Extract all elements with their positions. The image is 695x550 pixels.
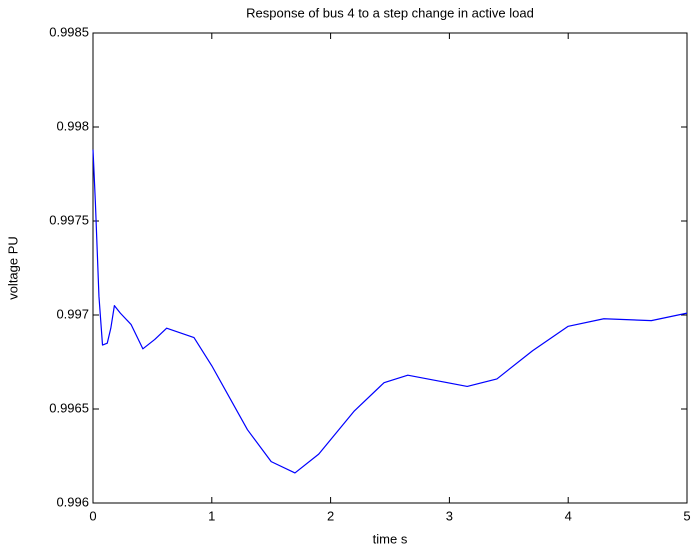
- chart-title: Response of bus 4 to a step change in ac…: [246, 5, 534, 20]
- x-axis-label: time s: [373, 531, 408, 546]
- y-tick-label: 0.9965: [49, 400, 89, 415]
- x-tick-label: 1: [208, 508, 215, 523]
- x-tick-label: 2: [327, 508, 334, 523]
- y-tick-label: 0.996: [56, 494, 89, 509]
- y-tick-label: 0.997: [56, 306, 89, 321]
- x-tick-label: 4: [565, 508, 572, 523]
- y-tick-label: 0.9975: [49, 212, 89, 227]
- x-tick-label: 0: [89, 508, 96, 523]
- y-axis-label: voltage PU: [5, 236, 20, 300]
- line-series: [92, 149, 688, 474]
- x-tick-label: 5: [683, 508, 690, 523]
- y-tick-label: 0.9985: [49, 24, 89, 39]
- y-tick-label: 0.998: [56, 118, 89, 133]
- plot-frame: [92, 32, 688, 504]
- x-tick-label: 3: [446, 508, 453, 523]
